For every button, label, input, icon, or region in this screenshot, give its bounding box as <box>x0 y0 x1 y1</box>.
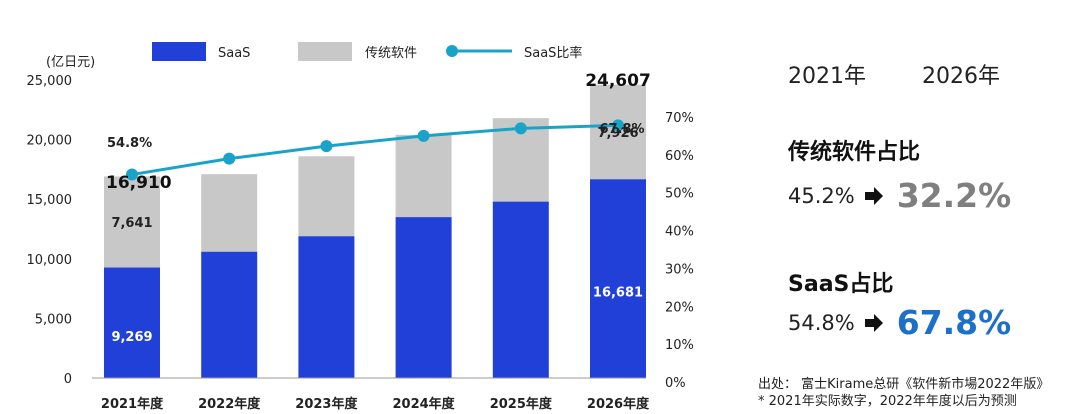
saas-ratio-point <box>417 129 430 142</box>
traditional-value-label: 7,641 <box>111 216 152 231</box>
saas-ratio-point <box>126 168 138 181</box>
legend-marker-saas-ratio <box>446 45 458 57</box>
source-line-1: 出处： 富士Kirame总研《软件新市場2022年版》 <box>758 377 1050 392</box>
y-tick-label: 25,000 <box>27 74 73 89</box>
stacked-bar-line-chart: (亿日元) 0 5,000 10,000 15,000 20,000 25,000 0% 10%… <box>27 42 694 412</box>
saas-ratio-point <box>514 122 527 135</box>
y2-tick-label: 30% <box>665 262 694 277</box>
bar-traditional <box>298 156 355 237</box>
legend-label-saas-ratio: SaaS比率 <box>524 45 582 61</box>
x-tick-label: 2024年度 <box>393 396 456 412</box>
bar-saas <box>201 251 258 378</box>
right-arrow-icon <box>864 186 883 205</box>
legend-label-saas: SaaS <box>218 46 250 61</box>
y2-tick-label: 40% <box>665 225 694 240</box>
traditional-value-label: 7,926 <box>597 126 638 141</box>
source-note: 出处： 富士Kirame总研《软件新市場2022年版》 * 2021年实际数字，… <box>758 376 1049 410</box>
saas-share-from: 54.8% <box>788 310 855 335</box>
y-tick-label: 5,000 <box>35 312 72 327</box>
traditional-share-title: 传统软件占比 <box>788 140 921 165</box>
x-tick-label: 2025年度 <box>490 396 553 412</box>
bar-traditional <box>104 176 160 268</box>
traditional-share-row: 45.2% 32.2% <box>788 176 1011 215</box>
y2-tick-label: 50% <box>665 187 694 202</box>
saas-ratio-point <box>320 140 333 153</box>
legend-label-traditional: 传统软件 <box>365 46 417 61</box>
year-from: 2021年 <box>788 64 866 89</box>
y-axis-unit-label: (亿日元) <box>46 55 95 70</box>
legend-swatch-saas <box>152 42 206 61</box>
saas-share-title: SaaS占比 <box>788 272 894 297</box>
bar-traditional <box>395 134 452 218</box>
year-comparison-header: 2021年 2026年 <box>788 58 1000 90</box>
bar-saas <box>298 236 355 378</box>
ratio-value-label: 67.8% <box>599 122 644 137</box>
saas-ratio-point <box>223 152 236 165</box>
bar-traditional <box>590 84 646 180</box>
bar-saas <box>590 179 646 378</box>
y-tick-label: 15,000 <box>27 193 73 208</box>
y-tick-label: 10,000 <box>27 253 73 268</box>
x-tick-label: 2021年度 <box>101 396 164 412</box>
saas-share-to: 67.8% <box>896 303 1012 342</box>
y2-tick-label: 70% <box>665 111 694 126</box>
right-arrow-icon <box>864 313 883 332</box>
bar-saas <box>395 217 452 378</box>
y2-tick-label: 10% <box>665 338 694 353</box>
x-tick-label: 2023年度 <box>295 396 358 412</box>
x-tick-label: 2022年度 <box>198 396 261 412</box>
saas-ratio-line <box>131 123 619 177</box>
bar-saas <box>104 267 160 378</box>
traditional-share-to: 32.2% <box>896 176 1012 215</box>
y-tick-label: 20,000 <box>27 134 73 149</box>
y2-tick-label: 0% <box>665 376 686 391</box>
ratio-value-label: 54.8% <box>107 136 152 151</box>
year-to: 2026年 <box>922 64 1000 89</box>
saas-value-label: 9,269 <box>111 330 152 345</box>
bar-traditional <box>201 174 258 252</box>
x-tick-label: 2026年度 <box>587 396 650 412</box>
total-value-label: 16,910 <box>106 173 172 193</box>
total-value-label: 24,607 <box>585 71 651 91</box>
traditional-share-from: 45.2% <box>788 183 855 208</box>
legend-swatch-traditional <box>298 42 352 61</box>
bar-saas <box>492 201 549 378</box>
saas-value-label: 16,681 <box>593 286 643 301</box>
y2-tick-label: 20% <box>665 300 694 315</box>
y-tick-label: 0 <box>64 372 72 387</box>
source-line-2: * 2021年实际数字，2022年年度以后为预测 <box>758 394 1017 409</box>
saas-ratio-point <box>612 119 624 132</box>
saas-share-row: 54.8% 67.8% <box>788 303 1011 342</box>
y2-tick-label: 60% <box>665 149 694 164</box>
